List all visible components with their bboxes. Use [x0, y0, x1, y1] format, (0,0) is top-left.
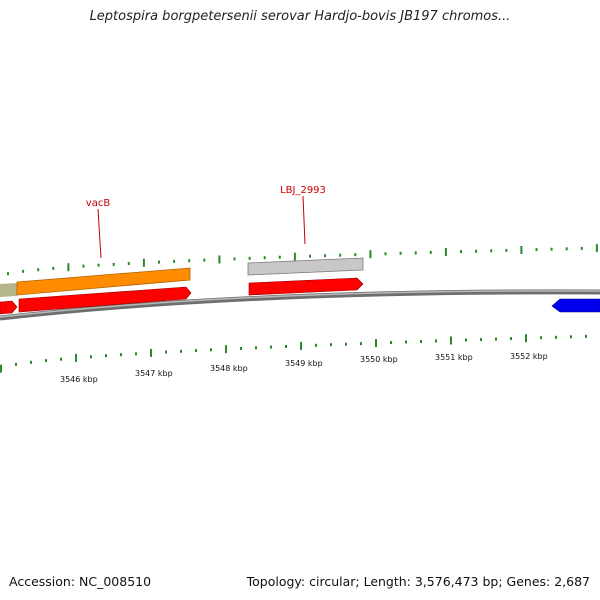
- LBJ_2993-callout-line: [302, 195, 306, 245]
- gene-olive[interactable]: [0, 283, 17, 297]
- outer-tick-ring: [7, 244, 598, 276]
- kbp-label-3550: 3550 kbp: [360, 355, 398, 364]
- gene-LBJ_2993[interactable]: [247, 257, 364, 276]
- backbone-track: [0, 289, 600, 321]
- kbp-label-3552: 3552 kbp: [510, 352, 548, 361]
- gene-label-vacB[interactable]: vacB: [86, 198, 111, 209]
- cds-arrow-3[interactable]: [248, 277, 364, 296]
- kbp-label-3546: 3546 kbp: [60, 375, 98, 384]
- inner-tick-ring: [0, 334, 587, 373]
- cds-arrow-reverse[interactable]: [551, 298, 600, 313]
- kbp-label-3547: 3547 kbp: [135, 369, 173, 378]
- kbp-label-3548: 3548 kbp: [210, 364, 248, 373]
- vacB-callout-line: [97, 208, 102, 259]
- backbone-highlight: [0, 290, 600, 318]
- gene-vacB[interactable]: [16, 267, 191, 296]
- genome-summary-text: Topology: circular; Length: 3,576,473 bp…: [246, 574, 590, 589]
- gene-label-LBJ_2993[interactable]: LBJ_2993: [280, 185, 326, 196]
- cds-arrow-2[interactable]: [18, 286, 192, 313]
- kbp-label-3549: 3549 kbp: [285, 359, 323, 368]
- kbp-label-3551: 3551 kbp: [435, 353, 473, 362]
- cds-arrow-1[interactable]: [0, 300, 18, 315]
- accession-text: Accession: NC_008510: [9, 574, 152, 589]
- map-title: Leptospira borgpetersenii serovar Hardjo…: [89, 9, 511, 24]
